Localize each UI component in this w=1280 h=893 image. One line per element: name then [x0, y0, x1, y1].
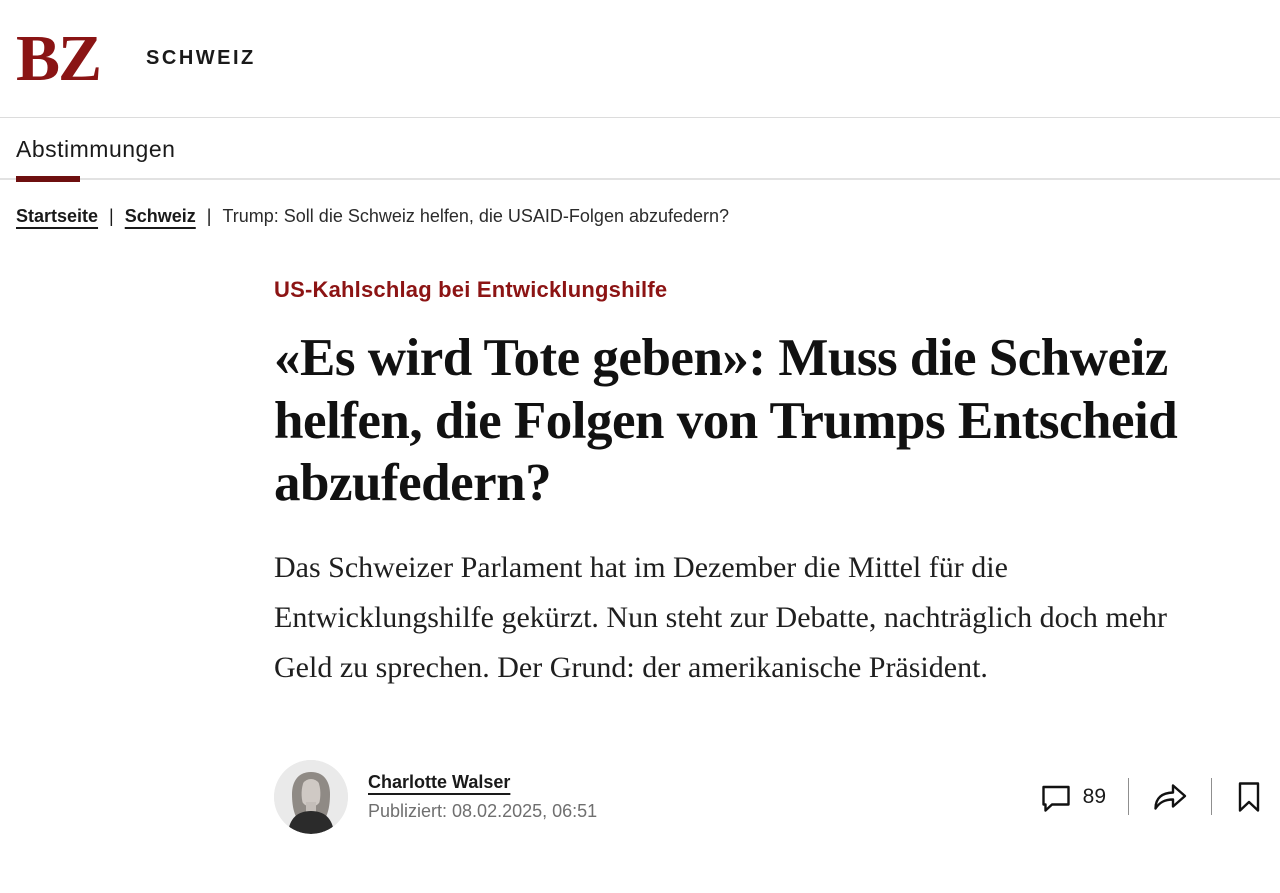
- subnav-title-abstimmungen[interactable]: Abstimmungen: [16, 136, 176, 162]
- rule-gray-line: [0, 178, 1280, 180]
- breadcrumb-link-startseite[interactable]: Startseite: [16, 206, 99, 226]
- subnav: Abstimmungen: [0, 118, 1280, 182]
- article-meta-row: Charlotte Walser Publiziert: 08.02.2025,…: [274, 759, 1264, 834]
- published-timestamp: Publiziert: 08.02.2025, 06:51: [368, 800, 598, 821]
- section-label-schweiz[interactable]: SCHWEIZ: [146, 47, 256, 69]
- author-name-link[interactable]: Charlotte Walser: [368, 771, 511, 792]
- author-block: Charlotte Walser Publiziert: 08.02.2025,…: [274, 759, 597, 834]
- site-header: BZ SCHWEIZ: [0, 0, 1280, 118]
- share-icon: [1154, 784, 1187, 810]
- breadcrumb: Startseite | Schweiz | Trump: Soll die S…: [0, 206, 1280, 227]
- breadcrumb-link-schweiz[interactable]: Schweiz: [124, 206, 196, 226]
- article-kicker[interactable]: US-Kahlschlag bei Entwicklungshilfe: [274, 277, 668, 302]
- breadcrumb-separator: |: [206, 206, 212, 226]
- breadcrumb-current-page: Trump: Soll die Schweiz helfen, die USAI…: [222, 206, 730, 226]
- share-button[interactable]: [1151, 780, 1189, 814]
- breadcrumb-separator: |: [109, 206, 114, 226]
- comments-button[interactable]: 89: [1039, 780, 1106, 814]
- comment-icon: [1041, 785, 1070, 812]
- article-headline: «Es wird Tote geben»: Muss die Schweiz h…: [274, 329, 1178, 513]
- subnav-rule: [0, 176, 1280, 182]
- bz-logo[interactable]: BZ: [16, 21, 102, 95]
- rule-red-accent: [16, 176, 80, 182]
- author-avatar-image: [274, 759, 348, 834]
- article-lead: Das Schweizer Parlament hat im Dezember …: [274, 550, 1168, 685]
- author-avatar[interactable]: [274, 759, 348, 834]
- comment-count: 89: [1082, 784, 1106, 808]
- bookmark-button[interactable]: [1234, 780, 1264, 814]
- bookmark-icon: [1238, 782, 1260, 812]
- article: US-Kahlschlag bei Entwicklungshilfe «Es …: [274, 277, 1266, 834]
- author-info: Charlotte Walser Publiziert: 08.02.2025,…: [368, 772, 597, 822]
- action-divider: [1211, 778, 1212, 816]
- article-actions: 89: [1039, 778, 1264, 816]
- action-divider: [1128, 778, 1129, 816]
